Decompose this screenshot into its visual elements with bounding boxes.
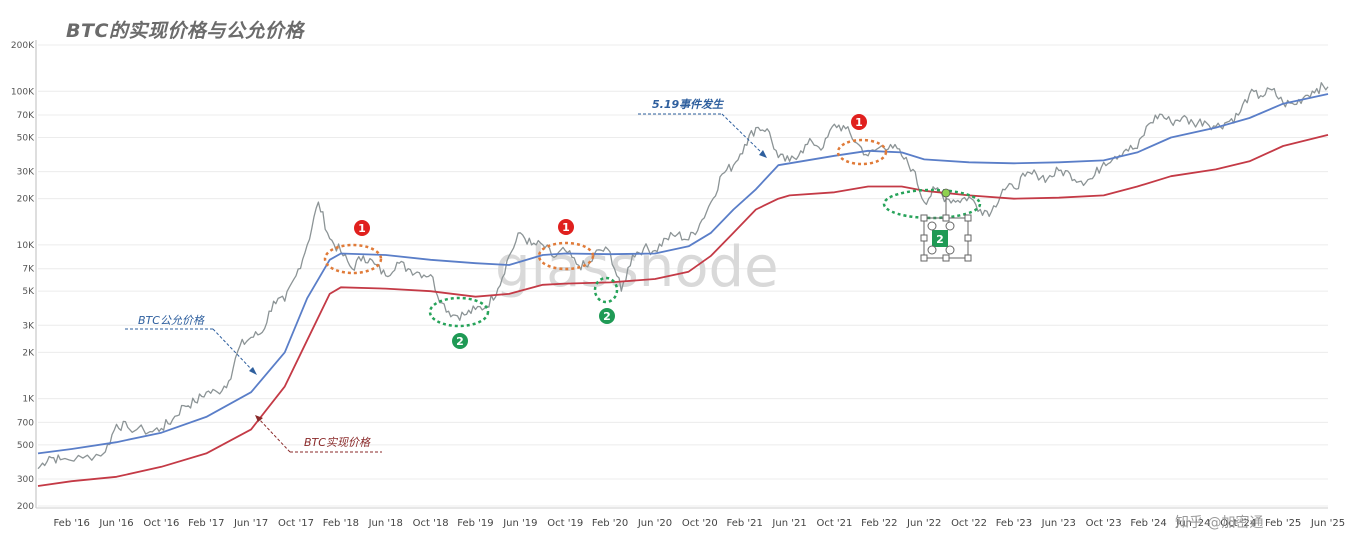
x-tick-label: Oct '16 (143, 518, 179, 529)
realized-label-arrowhead (255, 415, 263, 422)
badge-1-2018 (354, 220, 370, 236)
x-tick-label: Feb '16 (53, 518, 89, 529)
badge-1-2018-label: 1 (358, 222, 366, 235)
x-tick-label: Feb '20 (592, 518, 628, 529)
top-ellipse-2019 (537, 241, 595, 271)
x-tick-label: Feb '21 (727, 518, 763, 529)
x-tick-label: Oct '19 (547, 518, 583, 529)
resize-handle[interactable] (942, 254, 950, 262)
y-tick-label: 5K (22, 287, 35, 297)
x-tick-label: Oct '21 (816, 518, 852, 529)
point-handle[interactable] (945, 245, 955, 255)
x-tick-label: Oct '23 (1086, 518, 1122, 529)
x-tick-label: Jun '23 (1041, 518, 1076, 529)
event-label-arrowhead (759, 150, 767, 158)
x-tick-label: Jun '24 (1175, 518, 1210, 529)
x-tick-label: Jun '18 (368, 518, 403, 529)
x-tick-label: Oct '18 (413, 518, 449, 529)
point-handle[interactable] (945, 221, 955, 231)
top-ellipse-2018 (323, 243, 383, 275)
badge-1-2022 (851, 114, 867, 130)
y-tick-label: 1K (22, 395, 35, 405)
badge-2-2022-label: 2 (936, 233, 944, 246)
badge-1-2019-label: 1 (562, 221, 570, 234)
x-tick-label: Feb '17 (188, 518, 224, 529)
event-label: 5.19事件发生 (652, 98, 724, 111)
y-tick-label: 2K (22, 348, 35, 358)
y-tick-label: 20K (17, 195, 35, 205)
x-axis: Feb '16 Jun '16 Oct '16 Feb '17 Jun '17 Oct '… (36, 507, 1345, 529)
x-tick-label: Feb '19 (457, 518, 493, 529)
y-tick-label: 10K (17, 241, 35, 251)
grid-lines (38, 44, 1328, 507)
y-tick-label: 50K (17, 134, 35, 144)
x-tick-label: Feb '18 (323, 518, 359, 529)
fair-label-arrowhead (249, 367, 257, 375)
point-handle[interactable] (927, 221, 937, 231)
badge-2-2020 (599, 308, 615, 324)
resize-handle[interactable] (964, 234, 972, 242)
badge-2-2019 (452, 333, 468, 349)
y-tick-label: 70K (17, 111, 35, 121)
badge-1-2022-label: 1 (855, 116, 863, 129)
x-tick-label: Jun '19 (502, 518, 537, 529)
x-tick-label: Jun '16 (98, 518, 133, 529)
y-tick-label: 200 (17, 502, 34, 512)
y-tick-label: 200K (11, 41, 35, 51)
x-tick-label: Oct '22 (951, 518, 987, 529)
x-tick-label: Jun '21 (771, 518, 806, 529)
resize-handle[interactable] (920, 234, 928, 242)
badge-2-2019-label: 2 (456, 335, 464, 348)
x-tick-label: Oct '24 (1220, 518, 1256, 529)
footer-credit: 知乎 @加密通 (1175, 514, 1263, 531)
y-axis: 200 300 500 700 1K 2K 3K 5K 7K 10K 20K 30K 50K 70K 100… (11, 40, 37, 512)
bottom-ellipse-2019 (428, 296, 490, 328)
y-tick-label: 100K (11, 87, 35, 97)
x-tick-label: Oct '20 (682, 518, 718, 529)
y-tick-label: 3K (22, 321, 35, 331)
point-handle[interactable] (927, 245, 937, 255)
badge-2-2020-label: 2 (603, 310, 611, 323)
top-ellipse-2022 (836, 138, 888, 166)
bottom-ellipse-2022 (882, 188, 982, 220)
realized-label-leader (257, 417, 291, 453)
x-tick-label: Jun '25 (1310, 518, 1345, 529)
x-tick-label: Jun '17 (233, 518, 268, 529)
resize-handle[interactable] (920, 214, 928, 222)
x-tick-label: Feb '22 (861, 518, 897, 529)
resize-handle[interactable] (964, 214, 972, 222)
bottom-ellipse-2020 (593, 276, 619, 304)
y-tick-label: 30K (17, 168, 35, 178)
badge-1-2019 (558, 219, 574, 235)
fair-price-label: BTC公允价格 (138, 314, 205, 327)
y-tick-label: 7K (22, 265, 35, 275)
x-tick-label: Feb '25 (1265, 518, 1301, 529)
resize-handle[interactable] (964, 254, 972, 262)
resize-handle[interactable] (920, 254, 928, 262)
x-tick-label: Feb '23 (996, 518, 1032, 529)
series-group (37, 82, 1329, 487)
watermark: glassnode (495, 235, 779, 300)
x-tick-label: Oct '17 (278, 518, 314, 529)
realized-price-line (37, 134, 1329, 487)
x-tick-label: Jun '22 (906, 518, 941, 529)
y-tick-label: 300 (17, 475, 34, 485)
y-tick-label: 700 (17, 418, 34, 428)
x-tick-label: Feb '24 (1130, 518, 1166, 529)
realized-price-label: BTC实现价格 (304, 436, 371, 449)
annotations: 1 1 1 2 2 2 BTC公允价格 BTC实现价格 5.19事件发生 (125, 98, 982, 453)
badge-2-2022 (932, 230, 948, 247)
resize-handle[interactable] (942, 214, 950, 222)
rotate-handle[interactable] (941, 188, 951, 198)
fair-price-line (37, 93, 1329, 455)
chart-title: BTC的实现价格与公允价格 (66, 20, 304, 42)
y-tick-label: 500 (17, 441, 34, 451)
x-tick-label: Jun '20 (637, 518, 672, 529)
